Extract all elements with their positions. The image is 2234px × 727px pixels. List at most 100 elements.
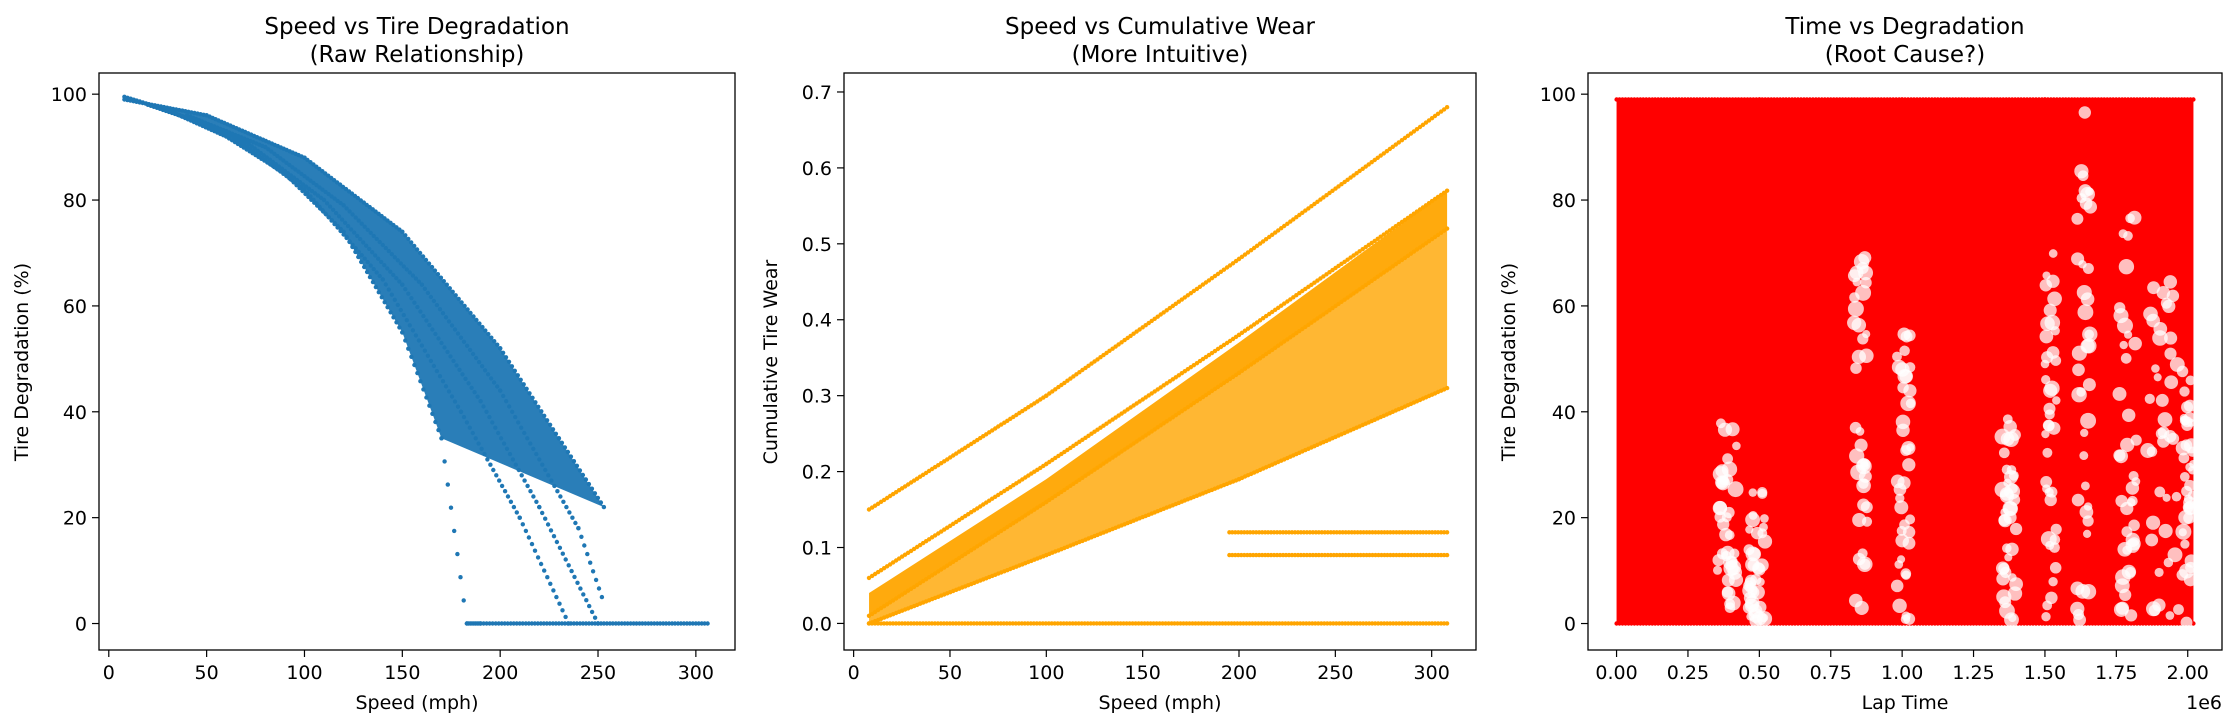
density-gap (2117, 541, 2133, 557)
scatter-point (1396, 140, 1402, 145)
scatter-point (551, 588, 556, 593)
density-gap (2167, 547, 2183, 563)
chart-title-line-1: Speed vs Tire Degradation (264, 14, 569, 40)
scatter-series (1227, 530, 1450, 535)
density-gap (1749, 614, 1763, 628)
x-tick-label: 300 (1414, 662, 1450, 684)
scatter-point (557, 601, 562, 606)
y-tick-label: 60 (63, 296, 87, 318)
density-gap (1852, 277, 1862, 287)
scatter-point (596, 586, 602, 591)
density-gap (2131, 477, 2141, 486)
x-tick-label: 0 (848, 662, 860, 684)
x-tick-label: 250 (1317, 662, 1353, 684)
density-gap (2128, 519, 2140, 532)
density-gap (2042, 447, 2053, 458)
density-gap (2183, 573, 2197, 587)
x-tick-label: 300 (678, 662, 714, 684)
density-gap (2145, 533, 2159, 547)
speed-vs-cumulative-wear-panel: 0 50 100 150 200 250 300 0.0 0.1 0.2 0.3 0.4 0.5 0.6 0… (760, 14, 1477, 714)
scatter-point (548, 528, 554, 533)
density-gap (2049, 562, 2062, 574)
x-tick-label: 0.00 (1595, 662, 1637, 684)
density-gap (2146, 313, 2161, 328)
scatter-point (585, 551, 590, 557)
x-tick-label: 100 (286, 662, 322, 684)
density-gap (2113, 449, 2126, 462)
density-gap (2113, 602, 2129, 617)
density-gap (1715, 418, 1726, 429)
scatter-point (560, 551, 565, 556)
density-gap (1861, 516, 1873, 527)
density-gap (2083, 502, 2093, 511)
density-gap (1998, 447, 2010, 459)
speed-vs-degradation-panel: 0 50 100 150 200 250 300 0 20 40 60 80 100 Speed vs … (11, 14, 736, 714)
density-gap (2171, 491, 2182, 502)
x-tick-label: 50 (195, 662, 219, 684)
density-gap (1901, 611, 1911, 621)
scatter-point (542, 568, 547, 573)
density-gap (2048, 249, 2058, 258)
density-gap (1724, 598, 1736, 610)
scatter-point (555, 489, 560, 494)
density-gap (1713, 565, 1722, 575)
density-gap (1722, 453, 1733, 465)
density-gap (2006, 465, 2017, 475)
density-gap (1900, 330, 1913, 343)
density-gap (1858, 478, 1869, 489)
scatter-point (1053, 387, 1058, 392)
scatter-point (445, 482, 450, 487)
scatter-point (1321, 195, 1326, 200)
x-tick-label: 2.00 (2167, 662, 2209, 684)
density-gap (1849, 421, 1862, 434)
density-gap (1750, 585, 1765, 600)
density-gap (1859, 558, 1871, 570)
scatter-point (573, 520, 578, 526)
scatter-point (514, 510, 519, 515)
density-gap (2073, 609, 2084, 620)
density-gap (1744, 577, 1757, 589)
scatter-point (1444, 530, 1450, 535)
density-gap (2083, 200, 2098, 214)
density-gap (2044, 380, 2060, 396)
density-gap (1905, 514, 1916, 525)
density-gap (2080, 412, 2097, 429)
density-gap (2040, 359, 2050, 369)
scatter-point (567, 510, 572, 515)
scatter-point (560, 608, 565, 613)
density-gap (2118, 259, 2135, 275)
scatter-point (564, 504, 569, 510)
scatter-series (165, 107, 601, 626)
scatter-point (1080, 367, 1085, 373)
scatter-point (526, 535, 532, 540)
density-gap (1859, 348, 1874, 363)
density-gap (2082, 378, 2096, 392)
density-gap (2084, 329, 2095, 340)
density-gap (2163, 429, 2177, 443)
density-gap (2080, 481, 2090, 491)
density-gap (2072, 363, 2085, 377)
scatter-point (590, 569, 596, 574)
density-gap (2081, 338, 2097, 354)
scatter-point (576, 526, 581, 531)
y-tick-label: 0.0 (802, 613, 832, 635)
density-gap (1894, 560, 1904, 569)
density-gap (2042, 271, 2051, 280)
density-gap (2153, 373, 2162, 382)
scatter-point (494, 473, 499, 478)
density-gap (2151, 364, 2160, 373)
y-axis-label: Tire Degradation (%) (11, 263, 33, 462)
density-gap (1857, 498, 1870, 512)
scatter-series (1227, 552, 1450, 558)
scatter-point (1414, 127, 1420, 132)
density-gap (2042, 600, 2053, 611)
density-gap (1892, 351, 1902, 362)
density-gap (1725, 555, 1738, 568)
chart-title-line-2: (More Intuitive) (1072, 42, 1249, 68)
scatter-point (519, 473, 524, 478)
density-gap (2082, 262, 2094, 275)
scatter-point (554, 539, 560, 545)
density-gap (2040, 475, 2053, 488)
density-gap (2043, 303, 2057, 317)
